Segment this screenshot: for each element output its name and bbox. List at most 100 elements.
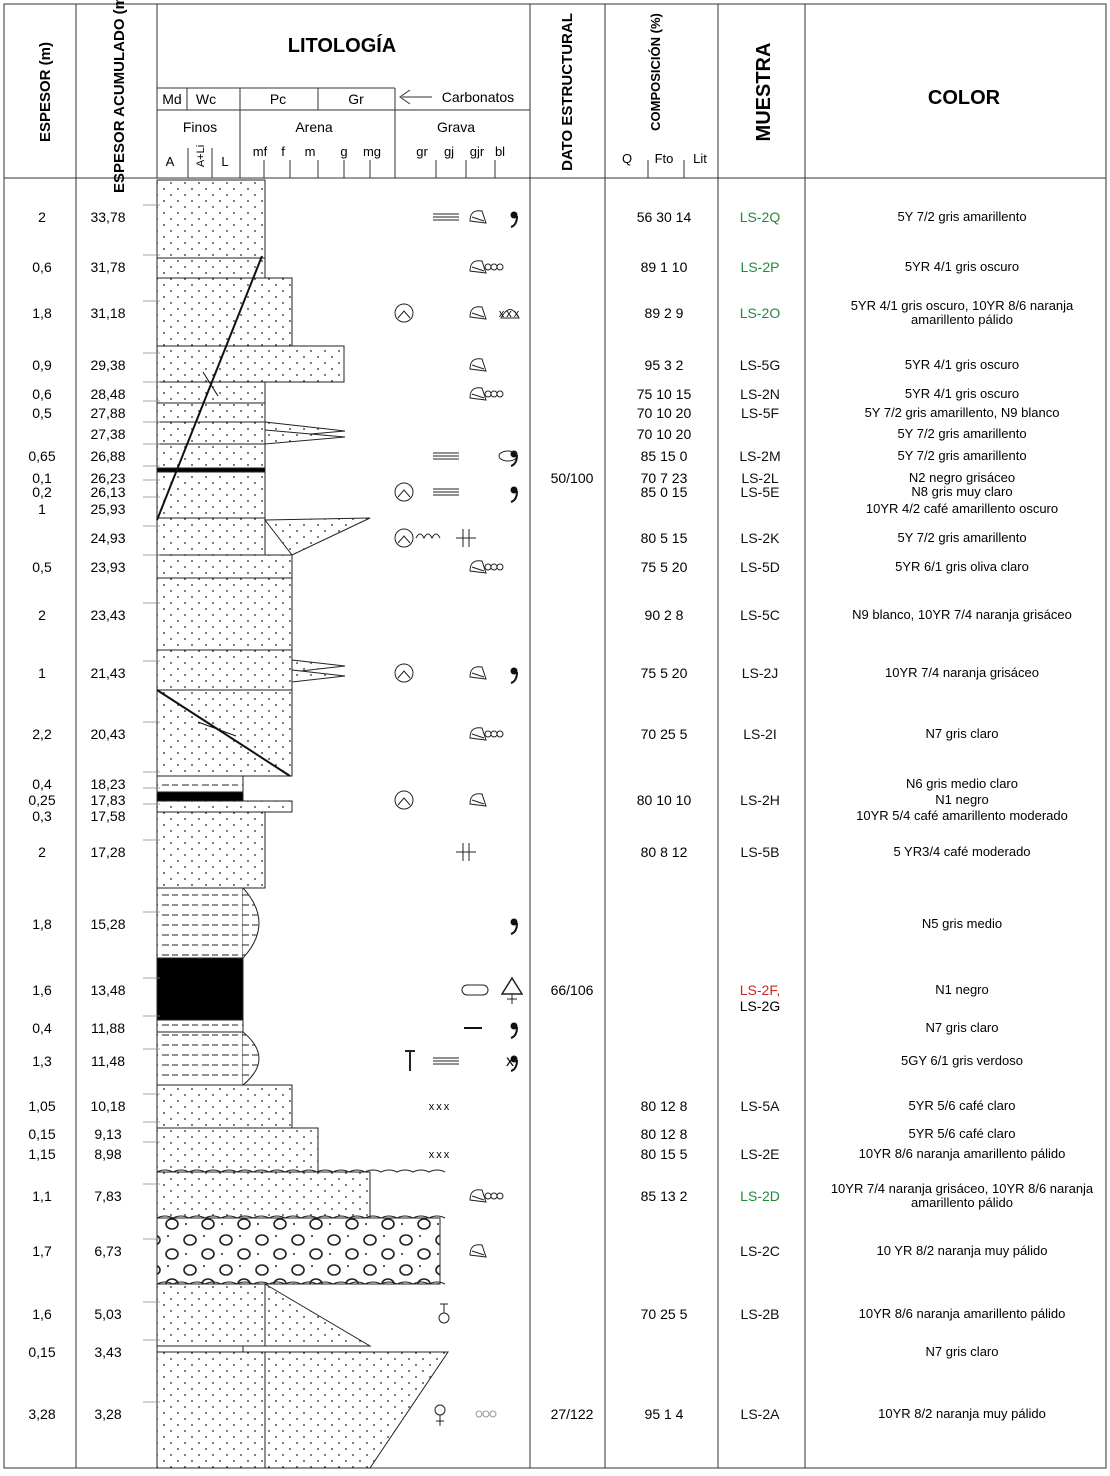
table-row: 3,28 3,28 27/122 95 1 4 LS-2A 10YR 8/2 naranj… (28, 1401, 1046, 1426)
erosive-surface-1 (156, 1215, 446, 1219)
color-value: N7 gris claro (926, 1344, 999, 1359)
composicion-value: 80 8 12 (641, 844, 688, 860)
bed-wedge-4 (291, 669, 346, 683)
table-row: 1,05 10,18 80 12 8 LS-5A 5YR 5/6 café claro x… (28, 1093, 1016, 1114)
table-row: 0,4 11,88 N7 gris claro (32, 1015, 998, 1039)
table-row: 1,6 13,48 66/106 LS-2F,LS-2G N1 negro (32, 976, 989, 1014)
muestra-value: LS-5C (740, 607, 780, 623)
espesor-value: 1,3 (32, 1053, 52, 1069)
composicion-value: 56 30 14 (637, 209, 692, 225)
bed-7 (156, 443, 266, 469)
espesor-value: 0,25 (28, 792, 55, 808)
composicion-value: 80 10 10 (637, 792, 692, 808)
cross-icon (456, 529, 476, 547)
oolite-icon (475, 1410, 497, 1418)
color-value: amarillento pálido (911, 1195, 1013, 1210)
espesor-value: 0,4 (32, 776, 52, 792)
muestra-value: LS-2K (741, 530, 781, 546)
espesor-value: 1,8 (32, 305, 52, 321)
color-value: 5YR 5/6 café claro (909, 1098, 1016, 1113)
muestra-value: LS-2F, (740, 982, 780, 998)
table-row: 0,1 26,23 50/100 70 7 23 LS-2L N2 negro grisá… (32, 465, 1015, 486)
arena-subclasses: mf f m g mg (253, 144, 381, 159)
composicion-value: 95 3 2 (645, 357, 684, 373)
svg-text:Q: Q (622, 151, 632, 166)
table-row: 0,2 26,13 85 0 15 LS-5E N8 gris muy claro (32, 479, 1013, 503)
svg-text:gjr: gjr (470, 144, 485, 159)
comma-icon (510, 486, 518, 503)
brachiopod-icon (500, 309, 520, 319)
espesor-value: 1,05 (28, 1098, 55, 1114)
bed-11 (156, 554, 293, 579)
table-row: 0,5 27,88 70 10 20 LS-5F 5Y 7/2 gris amarill… (32, 400, 1060, 421)
espesor-value: 3,28 (28, 1406, 55, 1422)
color-value: 5Y 7/2 gris amarillento, N9 blanco (865, 405, 1060, 420)
espesor-value: 2 (38, 607, 46, 623)
svg-text:mf: mf (253, 144, 268, 159)
bed-16 (156, 791, 244, 802)
bed-9 (156, 471, 266, 519)
table-row: 1,8 31,18 89 2 9 LS-2O 5YR 4/1 gris oscuro, … (32, 298, 1074, 327)
color-value: 10YR 8/6 naranja amarillento pálido (859, 1306, 1066, 1321)
dato-estructural-value: 27/122 (551, 1406, 594, 1422)
color-value: N5 gris medio (922, 916, 1002, 931)
crosses-xxx: xxx (429, 1149, 452, 1161)
dato-estructural-value: 66/106 (551, 982, 594, 998)
espesor-value: 0,4 (32, 1020, 52, 1036)
espesor-acumulado-value: 29,38 (90, 357, 125, 373)
color-value: N9 blanco, 10YR 7/4 naranja grisáceo (852, 607, 1072, 622)
composicion-value: 70 10 20 (637, 426, 692, 442)
espesor-value: 0,15 (28, 1126, 55, 1142)
ripple-icon (415, 533, 441, 540)
espesor-value: 0,2 (32, 484, 52, 500)
shell-icon (469, 727, 487, 741)
cross-icon (456, 843, 476, 861)
espesor-acumulado-value: 25,93 (90, 501, 125, 517)
espesor-value: 1,7 (32, 1243, 52, 1259)
composicion-value: 80 12 8 (641, 1098, 688, 1114)
table-row: 0,6 31,78 89 1 10 LS-2P 5YR 4/1 gris oscuro (32, 254, 1019, 275)
bed-wedge-1 (264, 429, 346, 445)
color-value: 10YR 7/4 naranja grisáceo (885, 665, 1039, 680)
silt-curve-1 (242, 1031, 260, 1086)
composicion-value: 70 25 5 (641, 1306, 688, 1322)
espesor-acumulado-value: 26,13 (90, 484, 125, 500)
muestra-value: LS-5E (741, 484, 780, 500)
espesor-acumulado-value: 27,38 (90, 426, 125, 442)
shell-icon (469, 358, 487, 372)
table-row: 0,9 29,38 95 3 2 LS-5G 5YR 4/1 gris oscuro (32, 352, 1019, 373)
color-value: N8 gris muy claro (911, 484, 1012, 499)
espesor-acumulado-value: 33,78 (90, 209, 125, 225)
espesor-value: 1,1 (32, 1188, 52, 1204)
bed-20 (156, 957, 244, 1021)
espesor-value: 0,15 (28, 1344, 55, 1360)
color-value: 5YR 6/1 gris oliva claro (895, 559, 1029, 574)
table-row: 1,1 7,83 85 13 2 LS-2D 10YR 7/4 naranja gris… (32, 1181, 1094, 1210)
composition-subcolumns: Q Fto Lit (622, 151, 707, 166)
espesor-acumulado-value: 18,23 (90, 776, 125, 792)
table-row: 1,7 6,73 LS-2C 10 YR 8/2 naranja muy pálido (32, 1238, 1048, 1259)
bed-10 (156, 517, 266, 556)
muestra-value: LS-2I (743, 726, 776, 742)
muestra-value: LS-2N (740, 386, 780, 402)
bed-8 (156, 467, 266, 473)
espesor-acumulado-value: 9,13 (94, 1126, 121, 1142)
muestra-value-2: LS-2G (740, 998, 780, 1014)
muestra-value: LS-2C (740, 1243, 780, 1259)
bed-13 (156, 649, 293, 691)
color-value: 5YR 4/1 gris oscuro (905, 259, 1019, 274)
fault-arrow-lower (197, 721, 237, 737)
table-row: 2,2 20,43 70 25 5 LS-2I N7 gris claro (32, 721, 998, 742)
table-row: 0,5 23,93 75 5 20 LS-5D 5YR 6/1 gris oliva c… (32, 554, 1029, 575)
erosive-surface-2 (156, 1281, 446, 1285)
espesor-acumulado-value: 28,48 (90, 386, 125, 402)
shell-icon (469, 1189, 487, 1203)
silt-curve-0 (242, 887, 260, 959)
comma-icon (510, 1055, 518, 1072)
bed-12 (156, 577, 293, 651)
espesor-value: 0,6 (32, 259, 52, 275)
composicion-value: 85 13 2 (641, 1188, 688, 1204)
color-value: 5Y 7/2 gris amarillento (897, 530, 1026, 545)
composicion-value: 70 10 20 (637, 405, 692, 421)
